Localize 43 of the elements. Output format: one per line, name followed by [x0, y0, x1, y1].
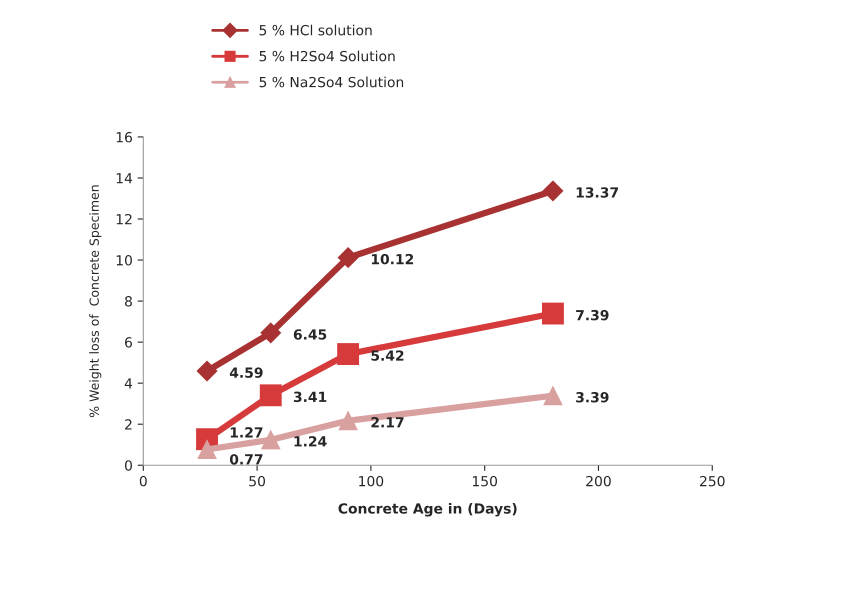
x-tick-label: 0 — [140, 476, 147, 486]
data-label: 3.41 — [294, 392, 326, 402]
x-tick-label: 100 — [359, 476, 384, 486]
point — [542, 302, 564, 325]
y-tick-label: 10 — [116, 255, 132, 266]
y-tick-label: 12 — [116, 214, 132, 224]
data-label: 10.12 — [372, 254, 414, 264]
data-label: 0.77 — [230, 454, 262, 465]
y-tick-label: 16 — [116, 132, 132, 142]
data-label: 13.37 — [576, 187, 618, 198]
data-label: 6.45 — [294, 329, 326, 340]
x-tick-label: 150 — [472, 476, 498, 486]
y-axis-title: % Weight loss of Concrete Specimen — [89, 185, 102, 418]
x-tick-label: 250 — [700, 476, 725, 486]
x-tick-label: 50 — [249, 476, 266, 486]
point — [542, 180, 564, 202]
point — [197, 440, 217, 459]
x-tick-label: 200 — [586, 476, 611, 486]
y-tick-label: 0 — [124, 460, 132, 471]
point — [261, 430, 280, 450]
y-tick-label: 2 — [125, 419, 132, 430]
point — [338, 411, 358, 430]
data-label: 1.27 — [230, 427, 262, 438]
y-tick-label: 4 — [124, 378, 132, 388]
y-tick-label: 14 — [116, 173, 132, 184]
point — [337, 343, 360, 365]
data-label: 7.39 — [576, 310, 609, 320]
y-tick-label: 6 — [125, 337, 132, 348]
x-axis-title: Concrete Age in (Days) — [338, 502, 517, 517]
data-label: 1.24 — [294, 436, 327, 446]
point — [338, 247, 358, 268]
data-label: 4.59 — [230, 367, 263, 378]
legend-label: 5 % HCl solution — [260, 24, 372, 36]
data-label: 5.42 — [371, 350, 404, 361]
data-label: 3.39 — [576, 392, 609, 402]
point — [260, 384, 282, 406]
point — [543, 386, 562, 406]
legend-label: 5 % Na2So4 Solution — [260, 76, 404, 88]
data-label: 2.17 — [371, 417, 404, 428]
legend-label: 5 % H2So4 Solution — [260, 50, 395, 62]
point — [260, 322, 282, 344]
y-tick-label: 8 — [124, 296, 132, 307]
point — [196, 360, 218, 382]
